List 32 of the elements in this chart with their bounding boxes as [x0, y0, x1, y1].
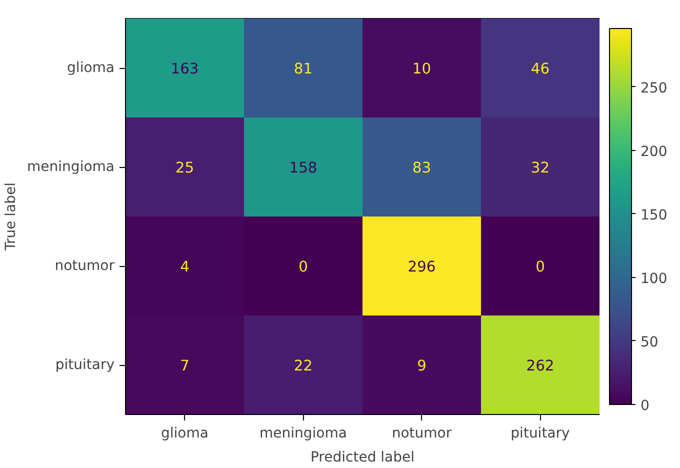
data-label: 163 — [170, 60, 199, 78]
x-tick-label: pituitary — [510, 426, 570, 442]
data-label: 32 — [530, 160, 550, 176]
y-tick-label: meningioma — [27, 159, 115, 175]
data-label: 22 — [294, 358, 313, 374]
color-bar-label: 150 — [640, 207, 668, 224]
data-label: 0 — [536, 258, 545, 276]
color-bar-label: 0 — [640, 398, 650, 414]
data-label: 4 — [180, 258, 190, 276]
x-axis-title: Predicted label — [310, 450, 415, 466]
color-bar-label: 200 — [640, 144, 668, 160]
data-label: 9 — [417, 358, 426, 374]
color-bar-label: 250 — [640, 80, 668, 96]
data-label: 262 — [526, 358, 554, 374]
data-label: 25 — [175, 160, 194, 176]
y-tick-label: notumor — [54, 258, 115, 274]
data-label: 81 — [294, 60, 313, 78]
data-label: 83 — [412, 160, 432, 176]
x-tick-label: meningioma — [260, 426, 347, 442]
data-label: 46 — [530, 60, 550, 78]
y-axis-title: True label — [3, 182, 20, 252]
data-label: 10 — [412, 60, 432, 78]
color-bar-label: 50 — [640, 334, 658, 350]
x-tick-label: glioma — [161, 426, 208, 442]
x-tick-label: notumor — [392, 426, 452, 442]
y-tick-label: glioma — [67, 60, 115, 76]
color-bar-label: 100 — [640, 270, 668, 287]
data-label: 7 — [180, 358, 190, 374]
data-label: 296 — [408, 258, 436, 276]
data-label: 158 — [289, 160, 318, 176]
y-tick-label: pituitary — [55, 357, 115, 373]
data-label: 0 — [298, 258, 308, 276]
